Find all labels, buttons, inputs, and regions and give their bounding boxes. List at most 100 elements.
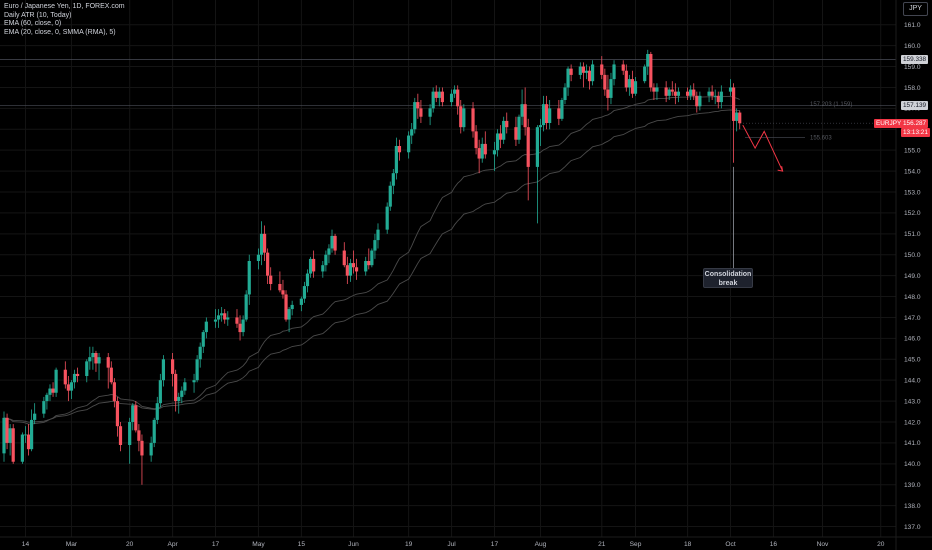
candles xyxy=(2,49,742,485)
candle-body xyxy=(226,317,230,320)
candle xyxy=(370,248,374,268)
candle xyxy=(480,137,484,163)
candle-body xyxy=(544,104,549,123)
candle xyxy=(630,70,635,98)
candle-body xyxy=(134,405,138,431)
time-tick-label: 17 xyxy=(491,541,499,548)
candle xyxy=(330,229,334,253)
candle xyxy=(91,346,95,370)
candle xyxy=(434,85,438,103)
price-tag: 159.338 xyxy=(901,54,929,64)
consolidation-annotation[interactable]: Consolidation break xyxy=(703,268,753,288)
candle xyxy=(646,49,650,75)
candle xyxy=(192,373,196,393)
candle xyxy=(171,353,175,387)
candle xyxy=(523,87,527,136)
candle xyxy=(174,369,178,412)
candle-body xyxy=(177,396,181,402)
time-tick-label: Oct xyxy=(725,541,735,548)
ema-lines xyxy=(3,95,740,425)
candle xyxy=(643,64,647,84)
candle xyxy=(299,296,303,312)
time-tick-label: Apr xyxy=(167,541,178,548)
candle xyxy=(738,110,742,130)
time-tick-label: 21 xyxy=(598,541,606,548)
candle-body xyxy=(428,108,432,117)
candle xyxy=(158,373,162,408)
candle xyxy=(247,254,251,305)
candle xyxy=(140,434,144,485)
candle xyxy=(499,125,503,149)
candle-body xyxy=(673,91,677,96)
price-tick-label: 140.0 xyxy=(904,461,921,468)
candle xyxy=(471,102,475,138)
time-tick-label: Sep xyxy=(630,541,642,548)
candle-body xyxy=(587,70,592,82)
candle-body xyxy=(538,125,543,128)
candle-body xyxy=(8,428,12,443)
currency-selector[interactable]: JPY xyxy=(903,2,928,16)
candle xyxy=(477,139,481,174)
candle xyxy=(333,233,337,255)
candle xyxy=(312,250,316,278)
candle xyxy=(462,104,466,132)
candle xyxy=(655,83,659,100)
candle xyxy=(670,81,674,96)
candle xyxy=(563,83,567,105)
candle-body xyxy=(220,313,224,316)
price-tick-label: 159.0 xyxy=(904,64,921,71)
candle xyxy=(345,256,349,284)
candle xyxy=(69,380,74,399)
ema-20-line xyxy=(3,95,740,425)
candle xyxy=(290,300,294,316)
price-axis[interactable]: 137.0 138.0 139.0 140.0 141.0 142.0 143.0 144.0… xyxy=(895,0,921,550)
time-axis[interactable]: 14 Mar 20 Apr 17 May 15 Jun 19 Jul 17 Aug 21 Sep 18 Oct… xyxy=(0,536,932,548)
price-tick-label: 137.0 xyxy=(904,524,921,531)
candle-body xyxy=(354,267,359,272)
indicator-ema-20-smma[interactable]: EMA (20, close, 0, SMMA (RMA), 5) xyxy=(4,28,116,36)
candle xyxy=(627,74,631,96)
candle-body xyxy=(112,382,116,402)
candle-body xyxy=(266,252,270,276)
candle-body xyxy=(397,146,402,153)
candle xyxy=(226,311,230,326)
indicator-atr[interactable]: Daily ATR (10, Today) xyxy=(4,11,72,19)
candle xyxy=(308,256,313,278)
candle xyxy=(327,244,331,264)
candle xyxy=(112,378,116,408)
candle xyxy=(66,376,70,402)
candle-body xyxy=(477,148,481,159)
candle xyxy=(88,346,92,370)
candle xyxy=(201,330,205,353)
candle-body xyxy=(238,323,242,333)
candle-body xyxy=(213,319,218,322)
time-tick-label: May xyxy=(252,541,265,548)
candle xyxy=(456,85,460,115)
indicator-ema-60[interactable]: EMA (60, close, 0) xyxy=(4,20,62,28)
candle xyxy=(719,85,723,109)
candle xyxy=(606,74,610,111)
candle xyxy=(266,248,270,284)
candle-body xyxy=(474,131,478,149)
candle-body xyxy=(689,89,693,96)
candle xyxy=(689,85,693,100)
candle xyxy=(11,424,15,464)
price-tick-label: 141.0 xyxy=(904,440,921,447)
candle xyxy=(106,353,110,389)
symbol-title[interactable]: Euro / Japanese Yen, 1D, FOREX.com xyxy=(4,3,125,10)
candle-body xyxy=(287,309,291,320)
candle xyxy=(351,250,356,274)
candle-body xyxy=(523,104,527,128)
price-tick-label: 143.0 xyxy=(904,398,921,405)
candle-body xyxy=(719,91,723,103)
candle xyxy=(544,95,549,130)
candle xyxy=(213,309,218,328)
candle xyxy=(698,91,702,111)
candle-body xyxy=(707,91,711,96)
candle-body xyxy=(140,440,144,456)
candle xyxy=(686,87,690,100)
candle-body xyxy=(247,261,251,295)
candle-body xyxy=(11,428,15,462)
candle-body xyxy=(137,430,141,441)
